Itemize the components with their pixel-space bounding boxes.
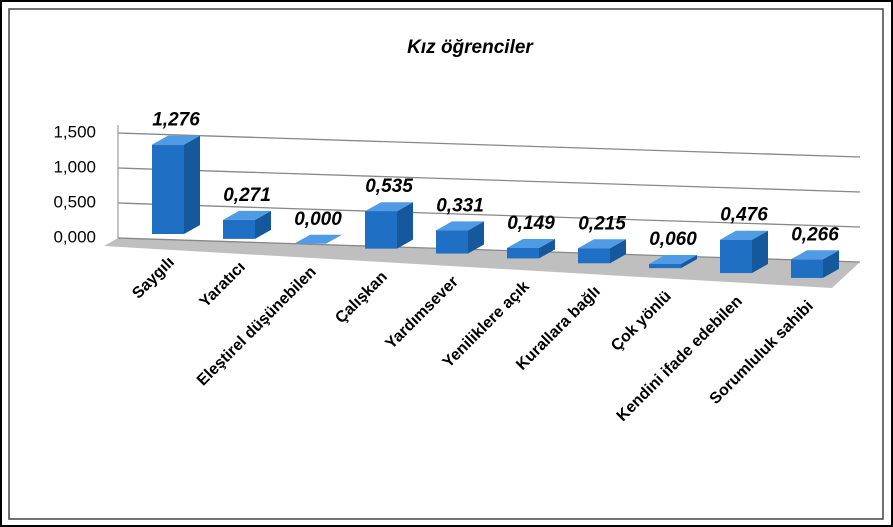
value-label: 0,266 [791,224,839,245]
grid-line [117,167,861,193]
grid-line [117,202,861,228]
bar-top [365,202,413,212]
bar [294,234,342,244]
bar-top [649,254,697,264]
bar-top [720,230,768,240]
bar-side [823,250,839,278]
bar-front [365,211,397,249]
bar-side [468,221,484,254]
bar-side [255,210,271,239]
bar [152,135,200,234]
bar-top [507,238,555,248]
bar-side [610,239,626,264]
bar-side [752,230,768,274]
bar-top [223,210,271,220]
bar-top [791,250,839,260]
y-tick-label: 1,500 [53,122,96,141]
bar-front [791,259,823,278]
bar-front [720,239,752,274]
floor [104,238,860,288]
bar-front [507,247,539,259]
value-label: 1,276 [152,110,200,131]
bar-top [578,239,626,249]
bar-front [578,248,610,264]
value-label: 0,215 [578,213,626,234]
bar [365,202,413,249]
bar-side [681,254,697,269]
bar [223,210,271,239]
bar-front [436,230,468,254]
bar-front [223,219,255,239]
bar-top [152,135,200,145]
value-label: 0,331 [436,195,484,216]
bar-front [152,144,184,234]
bar-side [184,135,200,234]
bar-side [539,238,555,259]
bar-side [397,202,413,249]
bar [578,239,626,264]
bar-top [436,221,484,231]
bar-top [294,234,342,244]
y-tick-label: 1,000 [53,157,96,176]
value-label: 0,000 [294,209,342,230]
value-label: 0,476 [720,205,768,226]
value-label: 0,535 [365,176,413,197]
value-label: 0,149 [507,213,555,234]
y-tick-label: 0,500 [53,192,96,211]
y-tick-label: 0,000 [53,227,96,246]
bar [791,250,839,278]
bar [649,254,697,269]
value-label: 0,060 [649,229,697,250]
bar-front [649,263,681,269]
chart-title: Kız öğrenciler [407,37,534,58]
grid-line [117,132,861,158]
bar [720,230,768,274]
bar [436,221,484,254]
bar [507,238,555,259]
value-label: 0,271 [223,185,271,206]
